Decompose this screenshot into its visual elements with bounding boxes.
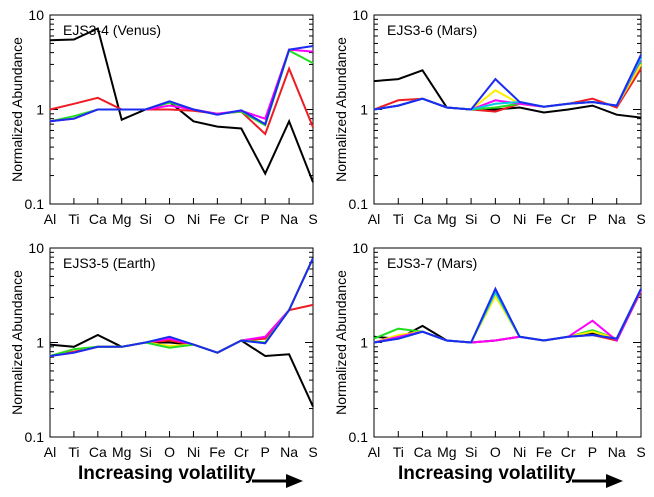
panel-3: 0.1 1 10 Al Ti Ca Mg Si O Ni Fe Cr P Na S Normalized Ab…: [9, 240, 318, 460]
panel-title: EJS3-5 (Earth): [63, 255, 156, 271]
x-tick-label: Al: [368, 444, 380, 460]
series-line-blue: [373, 54, 642, 111]
x-tick-label: Si: [465, 211, 477, 227]
x-tick-label: Ni: [513, 444, 526, 460]
plot-frame: [373, 247, 642, 438]
x-tick-label: Ni: [187, 444, 200, 460]
y-axis-label: Normalized Abundance: [9, 270, 25, 415]
x-tick-label: O: [164, 444, 175, 460]
y-tick-label: 10: [28, 7, 44, 23]
x-tick-label: S: [308, 211, 317, 227]
y-axis-label: Normalized Abundance: [333, 37, 349, 182]
panel-title: EJS3-6 (Mars): [387, 22, 477, 38]
x-tick-label: Na: [280, 211, 298, 227]
y-tick-label: 0.1: [349, 196, 369, 212]
x-tick-label: Na: [608, 211, 626, 227]
x-tick-label: S: [636, 444, 645, 460]
x-tick-label: Fe: [536, 444, 553, 460]
x-tick-label: Si: [139, 211, 151, 227]
series-line-blue: [49, 257, 314, 357]
x-tick-label: Cr: [561, 211, 576, 227]
y-tick-label: 0.1: [349, 429, 369, 445]
x-tick-label: S: [308, 444, 317, 460]
panel-1: 0.1 1 10 Al Ti Ca Mg Si O Ni Fe Cr P Na S Normalized Ab…: [9, 7, 318, 227]
xlabel-left: Increasing volatility: [78, 463, 256, 484]
x-tick-label: Fe: [536, 211, 553, 227]
x-tick-label: Cr: [561, 444, 576, 460]
x-tick-label: Ca: [414, 444, 432, 460]
x-tick-label: Na: [608, 444, 626, 460]
panel-title: EJS3-7 (Mars): [387, 255, 477, 271]
x-tick-label: O: [164, 211, 175, 227]
y-axis-label: Normalized Abundance: [333, 270, 349, 415]
x-tick-label: Si: [465, 444, 477, 460]
y-axis-label: Normalized Abundance: [9, 37, 25, 182]
x-tick-label: Fe: [209, 444, 226, 460]
x-tick-label: Mg: [112, 444, 131, 460]
y-tick-label: 1: [360, 102, 368, 118]
x-tick-label: O: [490, 211, 501, 227]
panel-2: 0.1 1 10 Al Ti Ca Mg Si O Ni Fe Cr P Na S Normalized Ab…: [333, 7, 646, 227]
x-tick-label: Al: [368, 211, 380, 227]
x-tick-label: Ca: [414, 211, 432, 227]
x-tick-label: P: [588, 444, 597, 460]
y-tick-label: 10: [28, 240, 44, 256]
y-tick-label: 10: [352, 7, 368, 23]
x-tick-label: Cr: [234, 444, 249, 460]
x-tick-label: Mg: [437, 444, 456, 460]
y-tick-label: 0.1: [25, 196, 45, 212]
y-tick-label: 1: [36, 335, 44, 351]
x-tick-label: Al: [44, 211, 56, 227]
arrow-left-icon: [252, 474, 303, 488]
x-tick-label: O: [490, 444, 501, 460]
x-tick-label: Si: [139, 444, 151, 460]
x-tick-label: Na: [280, 444, 298, 460]
x-tick-label: P: [588, 211, 597, 227]
series-line-blue: [49, 45, 314, 126]
x-tick-label: Ni: [187, 211, 200, 227]
y-tick-label: 1: [360, 335, 368, 351]
x-tick-label: Ti: [393, 444, 404, 460]
arrow-right-icon: [572, 474, 623, 488]
series-line-blue: [373, 286, 642, 344]
series-line-red: [49, 65, 314, 136]
x-tick-label: Al: [44, 444, 56, 460]
xlabel-right: Increasing volatility: [398, 463, 576, 484]
x-tick-label: Ca: [89, 444, 107, 460]
panel-title: EJS3-4 (Venus): [63, 22, 161, 38]
y-tick-label: 10: [352, 240, 368, 256]
x-tick-label: Ti: [68, 211, 79, 227]
y-tick-label: 1: [36, 102, 44, 118]
x-tick-label: P: [261, 444, 270, 460]
series-line-black: [49, 27, 314, 183]
x-tick-label: Cr: [234, 211, 249, 227]
y-tick-label: 0.1: [25, 429, 45, 445]
x-tick-label: Fe: [209, 211, 226, 227]
panel-4: 0.1 1 10 Al Ti Ca Mg Si O Ni Fe Cr P Na S Normalized Ab…: [333, 240, 646, 460]
x-tick-label: Mg: [437, 211, 456, 227]
x-tick-label: Ni: [513, 211, 526, 227]
x-tick-label: P: [261, 211, 270, 227]
series-line-black: [373, 69, 642, 119]
x-tick-label: Ti: [393, 211, 404, 227]
x-tick-label: Mg: [112, 211, 131, 227]
x-tick-label: S: [636, 211, 645, 227]
x-tick-label: Ti: [68, 444, 79, 460]
x-tick-label: Ca: [89, 211, 107, 227]
